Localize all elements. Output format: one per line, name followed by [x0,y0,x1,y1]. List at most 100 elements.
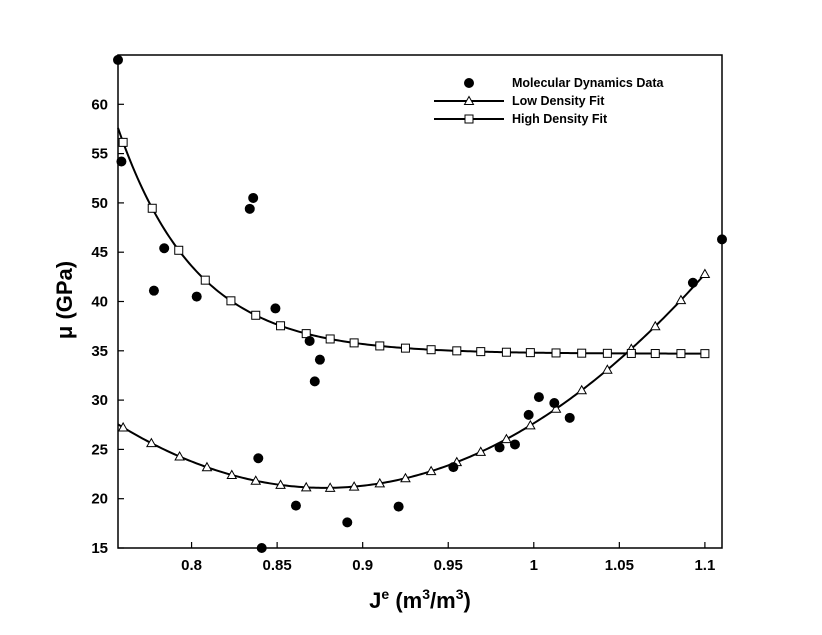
low-density-marker [550,403,562,413]
high-density-marker [226,296,236,306]
md-data-point [342,517,353,528]
y-tick-label: 60 [91,96,108,113]
y-axis-label: μ (GPa) [52,261,77,339]
low-density-marker [675,294,687,305]
md-data-point [248,192,259,203]
high-density-marker [200,275,210,285]
md-data-point [448,462,459,473]
y-tick-label: 55 [91,146,108,163]
low-density-marker [475,446,487,456]
high-density-marker [375,341,385,351]
md-data-point [159,243,170,254]
md-data-point [148,285,159,296]
high-density-marker [577,348,587,358]
x-axis-label: Je (m3/m3) [369,586,471,613]
low-density-marker [425,465,437,476]
x-tick-label: 1.05 [605,557,634,574]
legend-square-icon [464,114,474,124]
high-density-marker [525,348,535,358]
md-data-point [253,453,264,464]
y-tick-label: 50 [91,195,108,212]
md-data-point [304,335,315,346]
md-data-point [290,500,301,511]
high-density-marker [118,137,128,147]
legend-label-low: Low Density Fit [512,94,605,108]
low-density-marker [300,481,312,492]
y-tick-label: 40 [91,294,108,311]
md-data-point [256,543,267,553]
low-density-marker [374,477,386,488]
x-tick-label: 0.85 [263,557,292,574]
high-density-marker [676,349,686,359]
low-density-marker [400,472,411,483]
x-tick-label: 1 [530,557,538,574]
data-markers [113,54,727,553]
fit-curves [117,127,706,489]
md-data-point [523,409,534,420]
md-data-point [244,203,255,214]
md-data-point [549,398,560,409]
low-density-marker [250,475,262,485]
md-data-point [113,54,123,65]
high-density-fit-line [117,127,705,355]
y-tick-label: 30 [91,392,108,409]
low-density-marker [348,481,360,491]
y-tick-label: 45 [91,244,108,261]
md-data-point [717,234,727,245]
x-tick-label: 0.8 [181,557,202,574]
legend-triangle-icon [463,95,475,105]
md-data-point [270,303,281,314]
y-tick-label: 20 [91,491,108,508]
md-data-point [116,156,127,167]
legend-circle-icon [464,78,474,88]
y-axis: 15 20 25 30 35 40 45 50 55 60 [91,96,124,557]
md-data-point [509,439,520,450]
low-density-marker [649,320,661,331]
high-density-marker [602,348,612,358]
high-density-marker [452,346,462,356]
y-tick-label: 25 [91,441,108,458]
low-density-marker [699,268,711,279]
md-data-point [494,442,505,453]
md-data-point [309,376,320,387]
md-data-point [191,291,202,302]
high-density-marker [650,349,660,359]
high-density-marker [325,334,335,344]
low-density-marker [275,479,286,489]
high-density-marker [174,245,184,255]
low-density-marker [146,437,157,448]
high-density-marker [349,338,359,348]
x-tick-label: 0.95 [434,557,463,574]
legend-label-high: High Density Fit [512,112,608,126]
x-axis: 0.8 0.85 0.9 0.95 1 1.05 1.1 [181,542,715,574]
md-data-point [314,354,325,365]
low-density-marker [324,482,336,492]
high-density-marker [400,343,410,353]
low-density-marker [501,433,512,444]
low-density-marker [201,461,213,472]
low-density-marker [226,469,238,479]
x-tick-label: 1.1 [694,557,715,574]
md-data-point [564,412,575,423]
low-density-marker [602,364,613,374]
high-density-marker [626,348,636,358]
y-tick-label: 35 [91,343,108,360]
low-density-marker [117,421,129,432]
md-data-point [533,392,544,403]
high-density-marker [700,349,710,359]
high-density-marker [476,347,486,357]
legend-label-md: Molecular Dynamics Data [512,76,664,90]
low-density-fit-line [117,273,706,489]
y-tick-label: 15 [91,540,108,557]
high-density-marker [501,347,511,357]
md-data-point [687,277,698,288]
low-density-marker [525,419,536,430]
low-density-marker [174,450,185,461]
md-data-point [393,501,404,512]
high-density-marker [426,345,436,355]
high-density-marker [276,321,286,331]
high-density-marker [251,310,261,320]
legend: Molecular Dynamics Data Low Density Fit … [434,76,664,126]
low-density-marker [576,384,588,395]
